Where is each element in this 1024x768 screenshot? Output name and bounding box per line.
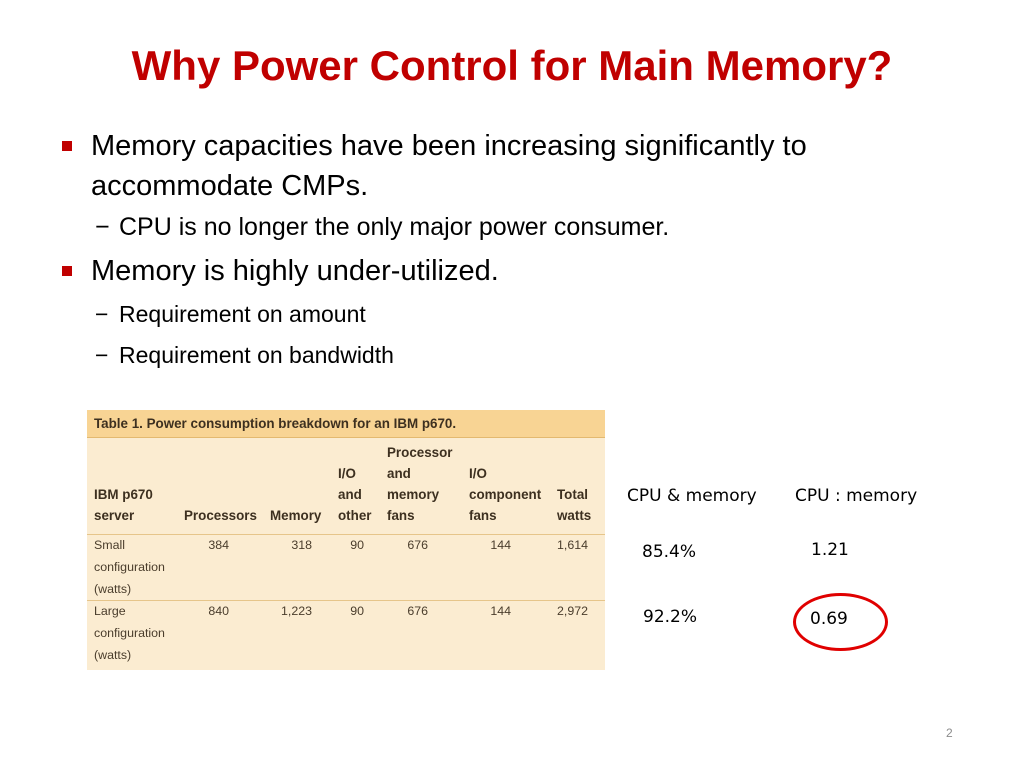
table-cell: 2,972: [557, 604, 589, 618]
cpu-memory-ratio-header: CPU : memory: [795, 486, 918, 506]
table-cell: 384: [208, 538, 229, 552]
square-bullet-icon: [62, 141, 72, 151]
page-number: 2: [946, 726, 953, 740]
table-caption: Table 1. Power consumption breakdown for…: [87, 410, 605, 438]
sub-bullet-item: − CPU is no longer the only major power …: [58, 210, 988, 244]
sub-bullet-text: CPU is no longer the only major power co…: [119, 213, 670, 241]
square-bullet-icon: [62, 266, 72, 276]
bullet-item: Memory is highly under-utilized.: [58, 251, 988, 291]
table-cell: 318: [291, 538, 312, 552]
dash-bullet-icon: −: [95, 213, 110, 241]
header-io-other: I/O and other: [338, 466, 372, 523]
row-label-large: Large configuration (watts): [94, 604, 165, 662]
header-fans: Processor and memory fans: [387, 445, 453, 523]
cpu-memory-share-header: CPU & memory: [627, 486, 757, 506]
sub-bullet-item: − Requirement on bandwidth: [58, 335, 988, 376]
table-cell: 90: [350, 538, 364, 552]
sub-bullet-text: Requirement on bandwidth: [119, 342, 394, 368]
row-divider: [87, 600, 605, 601]
table-cell: 676: [407, 604, 428, 618]
header-divider: [87, 534, 605, 535]
dash-bullet-icon: −: [95, 342, 109, 368]
bullet-text: Memory capacities have been increasing s…: [91, 130, 807, 202]
table-cell: 90: [350, 604, 364, 618]
share-value: 92.2%: [643, 607, 698, 627]
slide-title: Why Power Control for Main Memory?: [131, 42, 893, 89]
table-cell: 840: [208, 604, 229, 618]
highlight-circle: [793, 593, 888, 651]
header-processors: Processors: [184, 508, 257, 523]
header-server: IBM p670 server: [94, 487, 153, 523]
table-cell: 676: [407, 538, 428, 552]
power-breakdown-table: Table 1. Power consumption breakdown for…: [87, 410, 605, 670]
table-cell: 144: [490, 604, 511, 618]
row-label-small: Small configuration (watts): [94, 538, 165, 596]
table-cell: 144: [490, 538, 511, 552]
bullet-item: Memory capacities have been increasing s…: [58, 126, 988, 206]
header-io-fans: I/O component fans: [469, 466, 542, 523]
table-cell: 1,223: [280, 604, 312, 618]
sub-bullet-text: Requirement on amount: [119, 301, 366, 327]
table-cell: 1,614: [557, 538, 589, 552]
bullet-list: Memory capacities have been increasing s…: [58, 126, 988, 376]
sub-bullet-item: − Requirement on amount: [58, 294, 988, 335]
bullet-text: Memory is highly under-utilized.: [91, 255, 499, 287]
header-memory: Memory: [270, 508, 322, 523]
dash-bullet-icon: −: [95, 301, 109, 327]
header-total: Total watts: [557, 487, 592, 523]
share-value: 85.4%: [642, 542, 697, 562]
ratio-value: 1.21: [811, 540, 849, 560]
